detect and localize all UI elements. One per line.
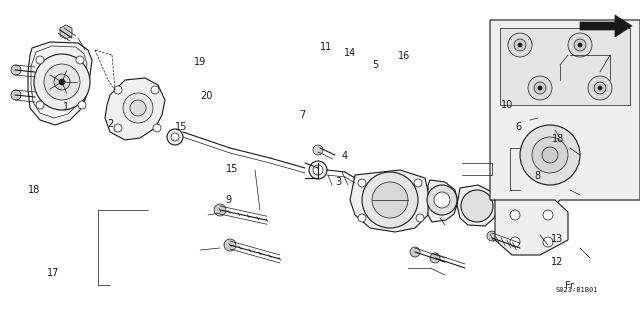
Text: 2: 2: [107, 119, 113, 130]
Circle shape: [532, 137, 568, 173]
Circle shape: [358, 214, 366, 222]
Circle shape: [36, 101, 44, 109]
Text: 5: 5: [372, 60, 379, 70]
Circle shape: [542, 147, 558, 163]
Circle shape: [508, 33, 532, 57]
Circle shape: [416, 214, 424, 222]
Text: 14: 14: [344, 48, 356, 58]
Circle shape: [34, 54, 90, 110]
Text: 4: 4: [341, 151, 348, 161]
Text: 15: 15: [225, 164, 238, 174]
Text: Fr.: Fr.: [565, 281, 577, 291]
Text: 3: 3: [335, 177, 341, 188]
Text: 11: 11: [320, 42, 333, 52]
Text: 16: 16: [398, 51, 411, 61]
Circle shape: [568, 33, 592, 57]
Circle shape: [54, 74, 70, 90]
Circle shape: [313, 165, 323, 175]
Text: 7: 7: [299, 110, 305, 121]
Polygon shape: [500, 28, 630, 105]
Circle shape: [123, 93, 153, 123]
Circle shape: [410, 247, 420, 257]
Circle shape: [214, 204, 226, 216]
Circle shape: [59, 79, 65, 85]
Circle shape: [362, 172, 418, 228]
Text: 13: 13: [550, 234, 563, 244]
Circle shape: [78, 101, 86, 109]
Text: 8: 8: [534, 171, 541, 181]
Polygon shape: [350, 170, 430, 232]
Circle shape: [534, 82, 546, 94]
Text: S023-B1B01: S023-B1B01: [555, 287, 598, 293]
Text: 18: 18: [552, 134, 564, 144]
Circle shape: [461, 190, 493, 222]
Circle shape: [224, 239, 236, 251]
Polygon shape: [457, 185, 498, 226]
Circle shape: [358, 179, 366, 187]
Circle shape: [309, 161, 327, 179]
Circle shape: [372, 182, 408, 218]
Circle shape: [171, 133, 179, 141]
Circle shape: [130, 100, 146, 116]
Circle shape: [538, 86, 542, 90]
Text: 1: 1: [63, 102, 69, 112]
Polygon shape: [105, 78, 165, 140]
Polygon shape: [28, 42, 92, 125]
Circle shape: [430, 253, 440, 263]
Text: 17: 17: [47, 268, 60, 278]
Circle shape: [313, 145, 323, 155]
Polygon shape: [428, 180, 458, 222]
Circle shape: [520, 125, 580, 185]
Circle shape: [510, 210, 520, 220]
Circle shape: [518, 43, 522, 47]
Circle shape: [11, 65, 21, 75]
Text: 18: 18: [28, 185, 40, 195]
Circle shape: [574, 39, 586, 51]
Circle shape: [578, 43, 582, 47]
Circle shape: [434, 192, 450, 208]
Circle shape: [414, 179, 422, 187]
Circle shape: [543, 210, 553, 220]
Circle shape: [543, 237, 553, 247]
Circle shape: [427, 185, 457, 215]
Circle shape: [167, 129, 183, 145]
Circle shape: [76, 56, 84, 64]
Text: 20: 20: [200, 91, 213, 101]
Circle shape: [514, 39, 526, 51]
Circle shape: [510, 237, 520, 247]
Text: 12: 12: [550, 256, 563, 267]
Polygon shape: [490, 20, 640, 220]
Circle shape: [36, 56, 44, 64]
Circle shape: [151, 86, 159, 94]
Text: 19: 19: [194, 57, 207, 67]
Circle shape: [588, 76, 612, 100]
Text: 10: 10: [501, 100, 514, 110]
Circle shape: [114, 124, 122, 132]
Polygon shape: [495, 200, 568, 255]
Circle shape: [594, 82, 606, 94]
Text: 15: 15: [175, 122, 188, 132]
Circle shape: [528, 76, 552, 100]
Circle shape: [598, 86, 602, 90]
Circle shape: [487, 231, 497, 241]
Polygon shape: [580, 15, 632, 37]
Circle shape: [44, 64, 80, 100]
Text: 6: 6: [515, 122, 522, 132]
Polygon shape: [60, 25, 72, 39]
Circle shape: [153, 124, 161, 132]
Circle shape: [11, 90, 21, 100]
Circle shape: [114, 86, 122, 94]
Text: 9: 9: [225, 195, 232, 205]
